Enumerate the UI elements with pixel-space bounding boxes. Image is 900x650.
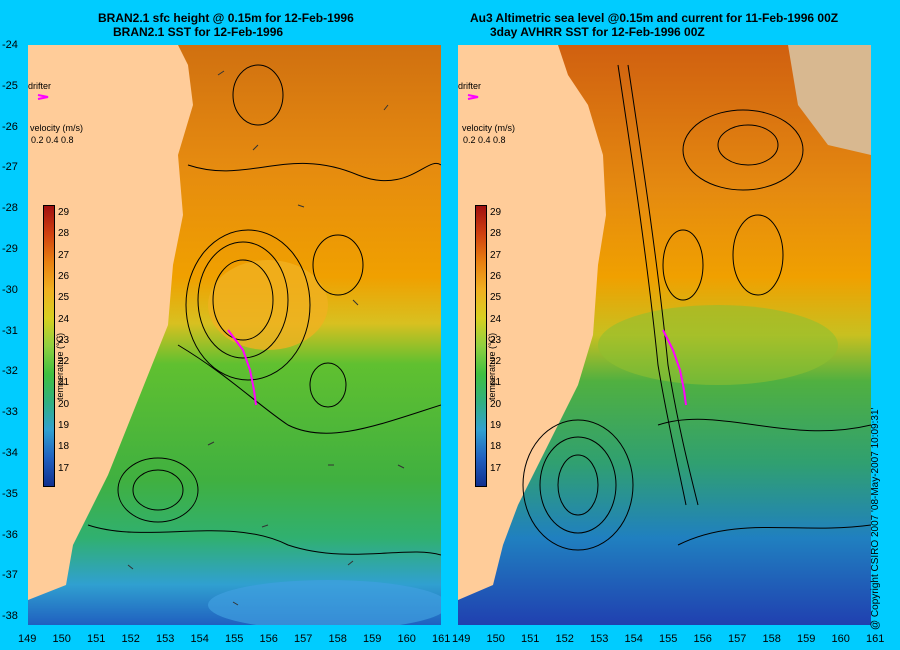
- x-tick-label-left: 158: [328, 633, 347, 645]
- y-tick-label: -25: [2, 79, 18, 92]
- y-tick-label: -31: [2, 324, 18, 337]
- x-tick-label-right: 159: [797, 633, 816, 645]
- left-colorbar-tick: 29: [58, 207, 70, 218]
- left-colorbar-tick: 24: [58, 313, 70, 325]
- right-colorbar-tick: 26: [490, 270, 502, 282]
- right-colorbar-tick: 19: [490, 420, 502, 431]
- x-tick-label-left: 150: [52, 633, 71, 645]
- x-tick-label-left: 154: [190, 633, 209, 645]
- x-tick-label-right: 160: [831, 633, 850, 645]
- x-tick-label-right: 151: [521, 633, 540, 645]
- right-colorbar-tick: 28: [490, 228, 502, 240]
- right-colorbar: [475, 205, 487, 487]
- right-velocity-values: 0.2 0.4 0.8: [463, 135, 506, 145]
- right-colorbar-tick: 24: [490, 313, 502, 325]
- y-tick-label: -28: [2, 202, 18, 215]
- right-colorbar-tick: 29: [490, 207, 502, 218]
- left-colorbar: [43, 205, 55, 487]
- right-map-svg: [458, 45, 871, 625]
- y-tick-label: -27: [2, 161, 18, 174]
- left-colorbar-tick: 17: [58, 462, 70, 474]
- y-tick-label: -36: [2, 528, 18, 541]
- x-tick-label-left: 151: [87, 633, 106, 645]
- y-tick-label: -29: [2, 243, 18, 255]
- right-colorbar-tick: 27: [490, 249, 502, 261]
- right-drifter-legend-mark: [467, 94, 479, 100]
- left-drifter-label: drifter: [28, 81, 52, 91]
- x-tick-label-left: 152: [121, 633, 140, 645]
- x-tick-label-right: 154: [624, 633, 643, 645]
- right-map-panel: [458, 45, 871, 625]
- left-warm-eddy: [208, 260, 328, 350]
- y-tick-label: -38: [2, 610, 18, 623]
- left-vector-arrows: [127, 70, 405, 606]
- left-map-svg: [28, 45, 441, 625]
- right-colorbar-tick: 17: [490, 462, 502, 474]
- y-tick-label: -34: [2, 447, 18, 459]
- right-title-line1: Au3 Altimetric sea level @0.15m and curr…: [470, 11, 839, 25]
- y-tick-label: -35: [2, 487, 18, 500]
- x-tick-label-left: 161: [432, 633, 451, 645]
- x-tick-label-right: 152: [555, 633, 574, 645]
- y-tick-label: -37: [2, 569, 18, 582]
- y-tick-label: -33: [2, 406, 18, 419]
- x-tick-label-right: 156: [693, 633, 712, 645]
- copyright-text: @ Copyright CSIRO 2007 '08-May-2007 10:0…: [870, 407, 881, 630]
- left-title-line1: BRAN2.1 sfc height @ 0.15m for 12-Feb-19…: [98, 11, 354, 25]
- x-tick-label-right: 157: [728, 633, 747, 645]
- left-colorbar-tick: 18: [58, 441, 70, 453]
- right-drifter-label: drifter: [458, 81, 482, 91]
- x-tick-label-left: 155: [225, 633, 244, 645]
- right-colorbar-tick: 18: [490, 441, 502, 453]
- right-cloud-mask: [788, 45, 871, 155]
- x-tick-label-left: 159: [363, 633, 382, 645]
- x-tick-label-right: 161: [866, 633, 885, 645]
- x-tick-label-right: 155: [659, 633, 678, 645]
- x-tick-label-left: 157: [294, 633, 313, 645]
- right-land: [458, 45, 606, 600]
- right-colorbar-tick: 25: [490, 292, 502, 304]
- right-drifter-track: [662, 329, 687, 406]
- left-drifter-track: [227, 329, 257, 406]
- left-velocity-values: 0.2 0.4 0.8: [31, 135, 74, 145]
- right-colorbar-tick: 20: [490, 398, 502, 410]
- right-colorbar-tick: 22: [490, 356, 502, 368]
- right-front: [598, 305, 838, 385]
- y-tick-label: -30: [2, 283, 18, 296]
- left-drifter-legend-mark: [37, 94, 49, 100]
- x-tick-label-left: 149: [18, 633, 37, 645]
- x-tick-label-right: 153: [590, 633, 609, 645]
- right-contours: [522, 64, 871, 551]
- left-cool-water: [208, 580, 441, 625]
- left-colorbar-tick: 19: [58, 420, 70, 431]
- right-colorbar-tick: 21: [490, 377, 502, 389]
- y-tick-label: -26: [2, 120, 18, 133]
- y-tick-label: -32: [2, 365, 18, 378]
- x-tick-label-left: 153: [156, 633, 175, 645]
- left-colorbar-tick: 25: [58, 292, 70, 304]
- right-colorbar-tick: 23: [490, 334, 502, 346]
- left-colorbar-tick: 26: [58, 270, 70, 282]
- left-colorbar-tick: 28: [58, 228, 70, 240]
- right-velocity-label: velocity (m/s): [462, 123, 516, 133]
- left-colorbar-tick: 22: [58, 356, 70, 368]
- x-tick-label-right: 158: [762, 633, 781, 645]
- left-colorbar-tick: 20: [58, 398, 70, 410]
- left-title-line2: BRAN2.1 SST for 12-Feb-1996: [113, 25, 284, 39]
- left-colorbar-tick: 21: [58, 377, 70, 389]
- left-colorbar-tick: 23: [58, 334, 70, 346]
- left-contours: [87, 64, 441, 556]
- x-tick-label-right: 149: [452, 633, 471, 645]
- left-map-panel: [28, 45, 441, 625]
- left-velocity-label: velocity (m/s): [30, 123, 84, 133]
- x-tick-label-left: 156: [259, 633, 278, 645]
- x-tick-label-right: 150: [486, 633, 505, 645]
- y-tick-label: -24: [2, 39, 18, 51]
- left-colorbar-tick: 27: [58, 249, 70, 261]
- right-title-line2: 3day AVHRR SST for 12-Feb-1996 00Z: [490, 25, 705, 39]
- x-tick-label-left: 160: [397, 633, 416, 645]
- left-land: [28, 45, 193, 600]
